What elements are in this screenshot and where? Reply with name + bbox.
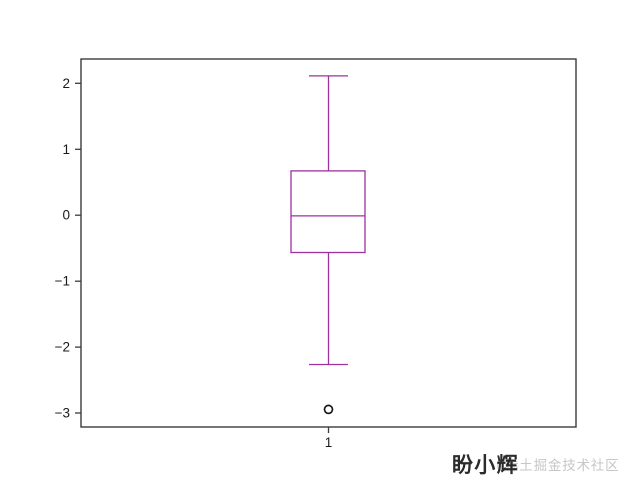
svg-text:−3: −3 — [55, 406, 70, 421]
svg-text:−2: −2 — [55, 340, 70, 355]
svg-text:1: 1 — [62, 142, 70, 157]
svg-text:1: 1 — [325, 435, 333, 450]
svg-text:盼小辉: 盼小辉 — [452, 454, 519, 477]
svg-text:0: 0 — [62, 208, 70, 223]
svg-text:−1: −1 — [55, 274, 70, 289]
svg-text:稀土掘金技术社区: 稀土掘金技术社区 — [505, 458, 619, 473]
svg-text:2: 2 — [62, 76, 70, 91]
